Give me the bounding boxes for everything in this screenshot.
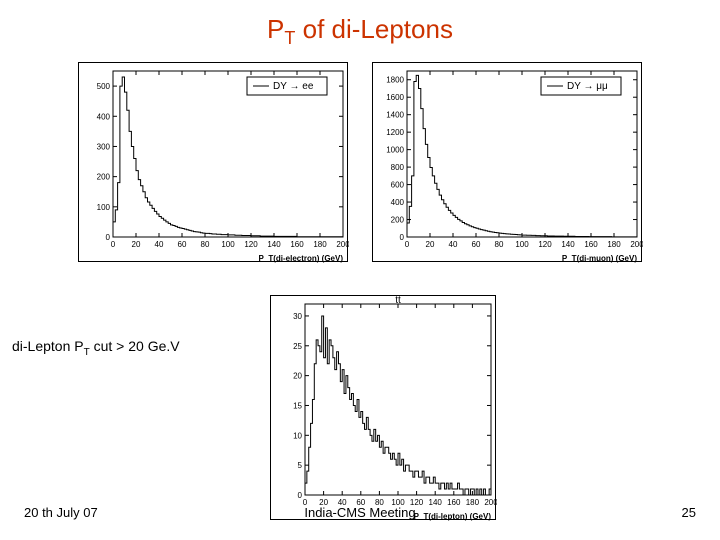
svg-text:180: 180 xyxy=(607,240,621,249)
svg-text:200: 200 xyxy=(391,216,405,225)
svg-text:400: 400 xyxy=(97,112,111,121)
svg-text:10: 10 xyxy=(293,431,302,440)
svg-text:500: 500 xyxy=(97,82,111,91)
svg-text:140: 140 xyxy=(561,240,575,249)
svg-text:tt̄: tt̄ xyxy=(395,296,401,306)
svg-text:200: 200 xyxy=(630,240,643,249)
svg-text:180: 180 xyxy=(313,240,327,249)
svg-text:1800: 1800 xyxy=(386,76,404,85)
title-sub: T xyxy=(284,28,295,48)
svg-text:20: 20 xyxy=(132,240,141,249)
footer-meeting: India-CMS Meeting xyxy=(0,505,720,520)
svg-text:200: 200 xyxy=(336,240,349,249)
svg-text:120: 120 xyxy=(538,240,552,249)
svg-text:80: 80 xyxy=(201,240,210,249)
title-pre: P xyxy=(267,14,284,44)
bottom-chart-wrap: 051015202530020406080100120140160180200P… xyxy=(270,295,496,520)
svg-text:100: 100 xyxy=(97,203,111,212)
svg-text:20: 20 xyxy=(293,372,302,381)
svg-text:DY → μμ: DY → μμ xyxy=(567,81,608,92)
svg-text:0: 0 xyxy=(111,240,116,249)
chart-dy-ee: 0100200300400500020406080100120140160180… xyxy=(78,62,348,262)
svg-text:1400: 1400 xyxy=(386,111,404,120)
svg-text:30: 30 xyxy=(293,312,302,321)
footer-page: 25 xyxy=(682,505,696,520)
cut-pre: di-Lepton P xyxy=(12,338,84,354)
svg-text:200: 200 xyxy=(97,173,111,182)
title-post: of di-Leptons xyxy=(295,14,453,44)
chart-ttbar: 051015202530020406080100120140160180200P… xyxy=(270,295,496,520)
svg-text:160: 160 xyxy=(290,240,304,249)
svg-text:400: 400 xyxy=(391,198,405,207)
svg-text:80: 80 xyxy=(495,240,504,249)
cut-label: di-Lepton PT cut > 20 Ge.V xyxy=(12,338,180,358)
top-charts-row: 0 100 200 300 400 500 0 20 40 60 80 100 120 140 160 180… xyxy=(78,62,642,262)
svg-text:P_T(di-electron) (GeV): P_T(di-electron) (GeV) xyxy=(259,254,344,263)
svg-text:300: 300 xyxy=(97,142,111,151)
svg-text:40: 40 xyxy=(449,240,458,249)
svg-text:800: 800 xyxy=(391,163,405,172)
svg-text:40: 40 xyxy=(155,240,164,249)
svg-text:120: 120 xyxy=(244,240,258,249)
svg-text:0: 0 xyxy=(405,240,410,249)
svg-text:20: 20 xyxy=(426,240,435,249)
slide-title: PT of di-Leptons xyxy=(0,14,720,49)
svg-text:25: 25 xyxy=(293,342,302,351)
svg-text:600: 600 xyxy=(391,181,405,190)
svg-text:1000: 1000 xyxy=(386,146,404,155)
svg-text:160: 160 xyxy=(584,240,598,249)
svg-text:140: 140 xyxy=(267,240,281,249)
svg-text:15: 15 xyxy=(293,401,302,410)
chart-dy-mumu: 0200400600800100012001400160018000204060… xyxy=(372,62,642,262)
svg-text:P_T(di-muon) (GeV): P_T(di-muon) (GeV) xyxy=(562,254,637,263)
svg-text:100: 100 xyxy=(221,240,235,249)
svg-text:5: 5 xyxy=(298,461,303,470)
svg-text:1600: 1600 xyxy=(386,93,404,102)
svg-text:60: 60 xyxy=(472,240,481,249)
svg-text:DY → ee: DY → ee xyxy=(273,81,314,92)
svg-text:100: 100 xyxy=(515,240,529,249)
cut-post: cut > 20 Ge.V xyxy=(90,338,180,354)
svg-text:1200: 1200 xyxy=(386,128,404,137)
svg-text:60: 60 xyxy=(178,240,187,249)
